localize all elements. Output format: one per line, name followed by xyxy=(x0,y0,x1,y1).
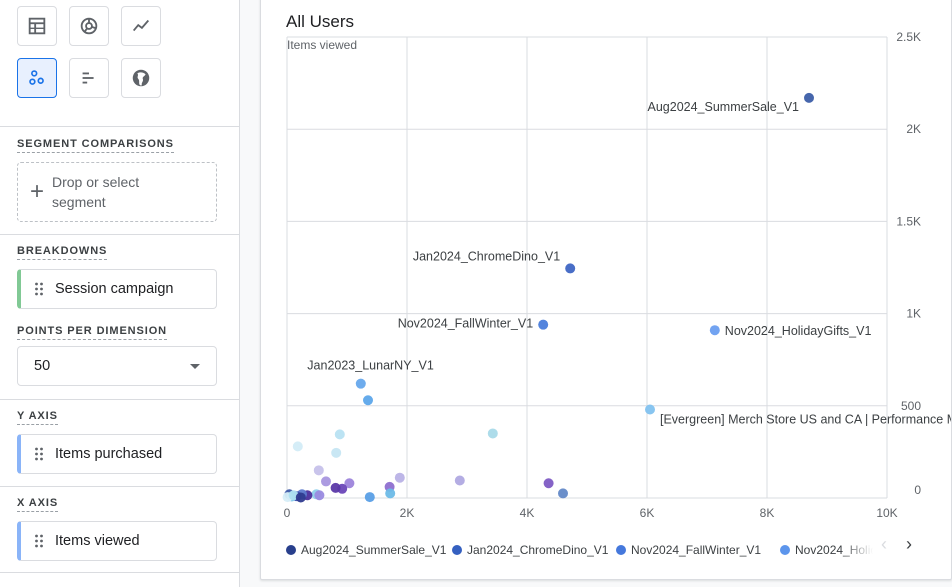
y-axis-chip[interactable]: Items purchased xyxy=(17,434,217,474)
legend-swatch xyxy=(452,545,462,555)
point-label: Aug2024_SummerSale_V1 xyxy=(648,100,800,114)
points-per-dimension-label: POINTS PER DIMENSION xyxy=(17,325,168,340)
x-axis-chip[interactable]: Items viewed xyxy=(17,521,217,561)
legend-prev-button[interactable]: ‹ xyxy=(881,534,887,554)
data-point xyxy=(363,395,373,406)
data-point xyxy=(334,429,345,440)
data-point xyxy=(565,263,576,274)
data-point xyxy=(538,319,549,330)
y-tick-label: 500 xyxy=(901,399,921,413)
y-tick-label: 1.5K xyxy=(896,214,921,228)
scatter-chart: 0 2K 4K 6K 8K 10K 0 500 1K 1.5K 2K 2.5K Items viewed… xyxy=(282,30,952,561)
segment-comparisons-label: SEGMENT COMPARISONS xyxy=(17,138,174,153)
legend-swatch xyxy=(616,545,626,555)
divider xyxy=(0,234,240,235)
x-axis-chip-label: Items viewed xyxy=(55,533,140,549)
bar-chart-icon xyxy=(82,72,94,84)
y-axis-chip-label: Items purchased xyxy=(55,446,163,462)
data-point xyxy=(543,478,554,489)
data-point xyxy=(295,492,306,503)
x-tick-label: 4K xyxy=(520,506,535,520)
x-tick-label: 6K xyxy=(640,506,655,520)
data-point xyxy=(645,404,655,415)
x-axis-label: X AXIS xyxy=(17,497,59,512)
data-point xyxy=(487,428,498,439)
points-per-dimension-select[interactable]: 50 xyxy=(17,346,217,386)
line-viz-button[interactable] xyxy=(121,6,161,46)
breakdowns-label: BREAKDOWNS xyxy=(17,245,108,260)
legend-fade xyxy=(841,537,873,561)
data-point xyxy=(709,325,720,336)
chart-title: All Users xyxy=(286,12,355,31)
divider xyxy=(0,399,240,400)
data-point xyxy=(804,92,814,103)
data-point xyxy=(330,482,341,493)
legend-swatch xyxy=(286,545,296,555)
data-point xyxy=(558,488,568,499)
data-point xyxy=(331,447,342,458)
legend-fade-solid xyxy=(873,537,951,561)
breakdown-chip[interactable]: Session campaign xyxy=(17,269,217,309)
scatter-plot-icon xyxy=(29,70,44,85)
donut-viz-button[interactable] xyxy=(69,6,109,46)
y-tick-label: 0 xyxy=(914,483,921,497)
segment-drop-text: Drop or select segment xyxy=(52,174,140,210)
data-point xyxy=(364,492,375,503)
settings-panel: SEGMENT COMPARISONS + Drop or select seg… xyxy=(0,0,240,587)
x-tick-label: 2K xyxy=(400,506,415,520)
drag-handle-icon[interactable] xyxy=(34,282,44,296)
drag-handle-icon[interactable] xyxy=(34,534,44,548)
divider xyxy=(0,572,240,573)
legend-swatch xyxy=(780,545,790,555)
table-viz-button[interactable] xyxy=(17,6,57,46)
points-per-dimension-value: 50 xyxy=(34,358,51,374)
data-point xyxy=(313,465,324,476)
data-point xyxy=(321,476,331,487)
axis-label: Items viewed xyxy=(287,38,357,52)
point-label: Nov2024_FallWinter_V1 xyxy=(398,317,534,331)
bar-viz-button[interactable] xyxy=(69,58,109,98)
data-point xyxy=(385,488,396,499)
breakdown-chip-label: Session campaign xyxy=(55,281,174,297)
y-tick-label: 2K xyxy=(906,122,921,136)
data-point xyxy=(454,475,465,486)
y-tick-label: 2.5K xyxy=(896,30,921,44)
x-tick-label: 0 xyxy=(284,506,291,520)
segment-drop-zone[interactable]: + Drop or select segment xyxy=(17,162,217,222)
chart-card: All Users 0 2K 4K 6K 8K 10K 0 500 1K 1.5K 2K 2.5K It… xyxy=(260,0,952,580)
data-point xyxy=(292,441,303,452)
legend-label: Jan2024_ChromeDino_V1 xyxy=(467,543,609,557)
legend-next-button[interactable]: › xyxy=(906,534,912,554)
point-label: Jan2023_LunarNY_V1 xyxy=(307,359,434,373)
table-icon xyxy=(28,17,46,35)
legend-label: Aug2024_SummerSale_V1 xyxy=(301,543,447,557)
caret-down-icon xyxy=(190,363,200,369)
point-label: Jan2024_ChromeDino_V1 xyxy=(413,249,560,263)
data-point xyxy=(344,478,355,489)
line-chart-icon xyxy=(132,19,150,32)
plus-icon: + xyxy=(29,178,44,205)
legend-label: Nov2024_FallWinter_V1 xyxy=(631,543,761,557)
y-tick-label: 1K xyxy=(906,307,921,321)
point-label: [Evergreen] Merch Store US and CA | Perf… xyxy=(660,412,952,426)
data-point xyxy=(355,378,366,389)
geo-viz-button[interactable] xyxy=(121,58,161,98)
geo-map-icon xyxy=(132,69,150,87)
point-label: Nov2024_HolidayGifts_V1 xyxy=(725,324,872,338)
data-point xyxy=(314,490,325,501)
scatter-viz-button[interactable] xyxy=(17,58,57,98)
x-tick-label: 10K xyxy=(876,506,897,520)
x-tick-label: 8K xyxy=(760,506,775,520)
data-point xyxy=(394,472,405,483)
drag-handle-icon[interactable] xyxy=(34,447,44,461)
donut-chart-icon xyxy=(80,17,98,35)
y-axis-label: Y AXIS xyxy=(17,410,58,425)
divider xyxy=(0,126,240,127)
divider xyxy=(0,486,240,487)
